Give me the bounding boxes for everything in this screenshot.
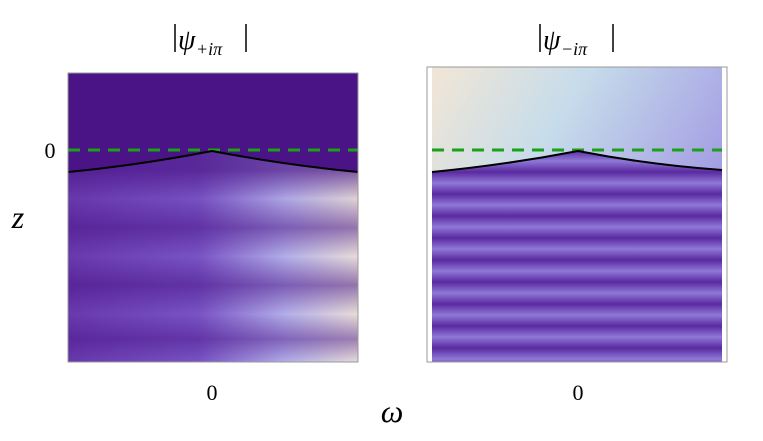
title-symbol: ψ	[543, 25, 561, 56]
boundary-curve	[67, 149, 359, 173]
boundary-curve	[431, 149, 723, 173]
title-subscript: +iπ	[196, 39, 223, 59]
title-symbol: ψ	[178, 25, 196, 56]
x-axis-label: ω	[381, 393, 404, 429]
x-tick-label: 0	[573, 380, 584, 405]
frame	[67, 72, 359, 363]
y-tick-label: 0	[45, 138, 56, 163]
x-tick-label: 0	[207, 380, 218, 405]
frame	[426, 66, 728, 363]
panel: ψ +iπ 0 0	[45, 24, 359, 405]
y-axis-label: z	[11, 199, 25, 235]
title-subscript: −iπ	[561, 39, 588, 59]
panel: ψ −iπ 0	[426, 24, 728, 405]
